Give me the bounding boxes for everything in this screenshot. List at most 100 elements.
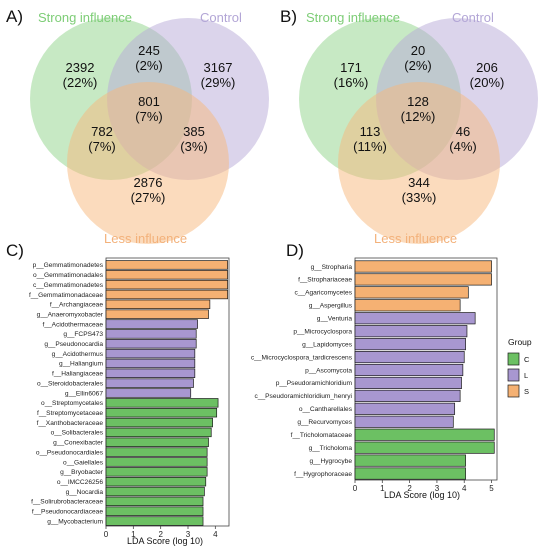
venn-b: B) Strong influence Control Less influen…	[280, 7, 538, 246]
lda-bar	[105, 279, 228, 290]
venn-b-control-less-pct: (4%)	[449, 139, 476, 154]
lda-bar	[354, 389, 461, 402]
venn-a-less-only-pct: (27%)	[131, 190, 166, 205]
lda-feature-label: f__Acidothermaceae	[43, 321, 104, 328]
lda-feature-label: f__Solirubrobacteraceae	[31, 499, 103, 506]
lda-feature-label: p__Ascomycota	[305, 367, 352, 374]
lda-feature-label: p__Gemmatimonadetes	[33, 262, 104, 269]
lda-bar	[354, 363, 464, 377]
lda-feature-label: g__Haliangium	[59, 361, 103, 368]
lda-bar	[105, 270, 228, 280]
venn-b-all-count: 128	[407, 94, 429, 109]
lda-feature-label: c__Pseudoramichloridium_henryi	[255, 393, 353, 400]
lda-bar	[354, 402, 456, 415]
venn-b-strong-less-count: 113	[360, 124, 381, 139]
venn-b-control-only-pct: (20%)	[470, 75, 505, 90]
lda-bar	[105, 260, 228, 270]
lda-feature-label: c__Microcyclospora_tardicrescens	[251, 354, 353, 361]
lda-bar	[105, 486, 205, 497]
venn-b-less-circle	[338, 82, 500, 244]
venn-b-less-only-count: 344	[408, 175, 430, 190]
venn-a-control-less-count: 385	[183, 124, 205, 139]
lda-bar	[105, 417, 213, 428]
x-tick-label: 3	[186, 530, 191, 539]
lda-bar	[354, 467, 466, 480]
lda-bar	[105, 437, 209, 447]
venn-a: A) Strong influence Control Less influen…	[6, 7, 269, 246]
lda-feature-label: g__Nocardia	[66, 489, 104, 496]
lda-bar	[354, 376, 462, 389]
lda-feature-label: g__Pseudonocardia	[44, 341, 103, 348]
lda-bar	[105, 457, 208, 467]
lda-bar	[354, 454, 466, 467]
lda-c-x-axis-label: LDA Score (log 10)	[127, 536, 203, 546]
venn-b-control-only-count: 206	[476, 60, 498, 75]
lda-bar	[105, 467, 208, 477]
lda-feature-label: o__IMCC26256	[57, 479, 104, 486]
lda-bar	[105, 339, 197, 349]
venn-a-control-less-pct: (3%)	[180, 139, 207, 154]
lda-bar	[105, 408, 218, 418]
lda-bar	[105, 388, 192, 398]
lda-d-bars	[354, 260, 495, 480]
lda-bar	[105, 289, 228, 300]
lda-bar	[354, 325, 468, 338]
panel-label-d: D)	[286, 241, 304, 260]
lda-bar	[354, 338, 466, 351]
lda-c-x-ticks: 0 1 2 3 4	[104, 526, 218, 539]
lda-feature-label: g__Anaeromyxobacter	[37, 311, 104, 318]
lda-bar	[105, 476, 207, 487]
lda-feature-label: g__Aspergillus	[309, 303, 353, 310]
x-tick-label: 2	[158, 530, 163, 539]
lda-c-bars	[105, 260, 228, 526]
lda-feature-label: g__Acidothermus	[52, 351, 104, 358]
venn-a-strong-control-pct: (2%)	[135, 58, 162, 73]
lda-bar	[354, 441, 495, 454]
lda-chart-c: C) p__Gemmatimonadetes o__Gemmatimonadale…	[6, 241, 230, 546]
x-tick-label: 0	[104, 530, 109, 539]
lda-bar	[105, 516, 204, 526]
venn-a-strong-only-count: 2392	[66, 60, 95, 75]
lda-bar	[105, 378, 194, 388]
venn-a-less-circle	[67, 82, 229, 244]
lda-feature-label: o__Steroidobacterales	[37, 380, 104, 387]
panel-label-a: A)	[6, 7, 23, 26]
lda-bar	[105, 398, 219, 408]
x-tick-label: 4	[213, 530, 218, 539]
lda-feature-label: p__Microcyclospora	[293, 328, 352, 335]
venn-b-all-pct: (12%)	[401, 109, 436, 124]
x-tick-label: 4	[462, 484, 467, 493]
venn-a-set-strong: Strong influence	[38, 10, 132, 25]
legend-items: CLS	[507, 352, 530, 398]
lda-feature-label: g__Conexibacter	[53, 440, 104, 447]
x-tick-label: 2	[407, 484, 412, 493]
venn-a-strong-less-pct: (7%)	[88, 139, 115, 154]
x-tick-label: 1	[131, 530, 136, 539]
venn-b-set-strong: Strong influence	[306, 10, 400, 25]
lda-feature-label: g__Mycobacterium	[47, 518, 103, 525]
lda-bar	[354, 428, 495, 441]
venn-b-strong-less-pct: (11%)	[353, 139, 387, 154]
lda-bar	[354, 415, 454, 428]
lda-bar	[105, 506, 204, 516]
lda-c-feature-labels: p__Gemmatimonadetes o__Gemmatimonadales c_…	[29, 262, 104, 525]
venn-a-strong-only-pct: (22%)	[63, 75, 98, 90]
lda-bar	[105, 496, 204, 507]
lda-feature-label: g__Recurvomyces	[297, 419, 352, 426]
x-tick-label: 3	[435, 484, 440, 493]
lda-d-x-axis-label: LDA Score (log 10)	[384, 490, 460, 500]
lda-feature-label: g__Ellin6067	[65, 390, 103, 397]
lda-feature-label: g__Venturia	[317, 316, 353, 323]
x-tick-label: 5	[489, 484, 494, 493]
lda-feature-label: f__Streptomycetaceae	[37, 410, 103, 417]
venn-b-less-only-pct: (33%)	[402, 190, 437, 205]
lda-bar	[105, 299, 211, 310]
legend-title: Group	[508, 337, 532, 347]
x-tick-label: 1	[380, 484, 385, 493]
venn-a-set-control: Control	[200, 10, 242, 25]
lda-bar	[354, 312, 476, 325]
panel-label-c: C)	[6, 241, 24, 260]
legend-label: L	[524, 371, 528, 380]
lda-bar	[354, 351, 465, 364]
venn-b-strong-control-pct: (2%)	[404, 58, 431, 73]
